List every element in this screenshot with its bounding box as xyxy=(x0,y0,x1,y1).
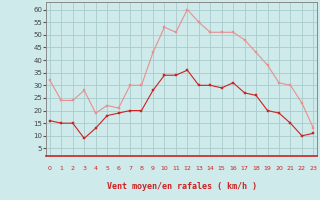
X-axis label: Vent moyen/en rafales ( km/h ): Vent moyen/en rafales ( km/h ) xyxy=(107,182,257,191)
